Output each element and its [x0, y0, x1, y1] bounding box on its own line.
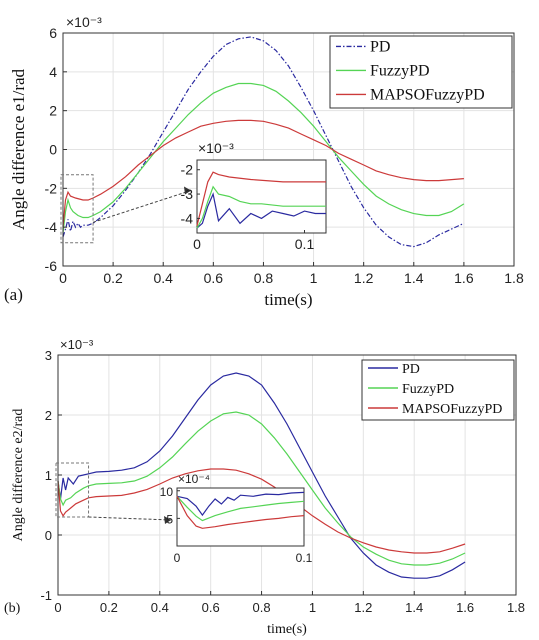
x-axis-label: time(s)	[264, 290, 312, 309]
x-tick-label: 1.2	[354, 270, 374, 286]
zoom-arrow-line	[88, 516, 172, 521]
inset-x-tick-label: 0	[193, 236, 201, 252]
x-tick-label: 0.4	[151, 600, 169, 615]
panel-label: (b)	[4, 601, 21, 616]
legend-label-mapsofuzzypd: MAPSOFuzzyPD	[370, 86, 485, 103]
series-line-fuzzypd	[62, 82, 465, 234]
y-axis-label: Angle difference e2/rad	[11, 409, 26, 542]
x-tick-label: 0.6	[204, 270, 224, 286]
panel-a: 0 0.2 0.4 0.6 0.8 1 1.2 1.4 1.6 1.8 -6 -4 -2 0 2 4 6 ×10⁻…	[4, 14, 524, 309]
zoom-region-box	[55, 462, 90, 518]
y-tick-label: 3	[45, 348, 52, 363]
inset-series-line-mapsofuzzypd	[176, 496, 305, 529]
x-tick-label: 1.4	[404, 270, 424, 286]
y-tick-label: 0	[49, 142, 57, 158]
inset-series-line-fuzzypd	[176, 495, 305, 522]
x-tick-label: 0.8	[253, 600, 271, 615]
zoom-arrow-head	[164, 516, 171, 524]
y-tick-label: 2	[49, 103, 57, 119]
inset-series-line-mapsofuzzypd	[196, 171, 326, 226]
y-tick-label: -2	[45, 180, 58, 196]
legend-label-pd: PD	[402, 362, 420, 377]
y-tick-label: -1	[40, 588, 52, 603]
series-line-pd	[57, 372, 466, 579]
x-tick-label: 0.2	[103, 270, 123, 286]
inset-y-multiplier: ×10⁻³	[198, 140, 234, 156]
inset-y-tick-label: -2	[181, 162, 194, 178]
y-tick-label: 1	[45, 468, 52, 483]
legend-label-fuzzypd: FuzzyPD	[402, 382, 454, 397]
y-tick-label: 0	[45, 528, 52, 543]
series-line-fuzzypd	[57, 411, 466, 566]
legend-label-fuzzypd: FuzzyPD	[370, 62, 430, 79]
x-tick-label: 1	[310, 270, 318, 286]
inset-y-tick-label: 10	[160, 485, 174, 499]
x-tick-label: 0.6	[202, 600, 220, 615]
y-tick-label: 6	[49, 25, 57, 41]
x-axis-label: time(s)	[267, 622, 307, 637]
inset-y-tick-label: -4	[181, 210, 194, 226]
zoom-region-box	[60, 174, 94, 244]
y-multiplier: ×10⁻³	[66, 14, 102, 30]
inset-series-line-fuzzypd	[196, 185, 326, 229]
panel-b: 0 0.2 0.4 0.6 0.8 1 1.2 1.4 1.6 1.8-10123×10⁻³tim…	[4, 337, 525, 637]
x-tick-label: 1.6	[456, 600, 474, 615]
x-tick-label: 0.8	[254, 270, 274, 286]
x-tick-label: 1.2	[354, 600, 372, 615]
inset-series-line-pd	[196, 192, 326, 229]
x-tick-label: 1.4	[405, 600, 423, 615]
x-tick-label: 1	[309, 600, 316, 615]
y-tick-label: 4	[49, 64, 57, 80]
zoom-arrow-line	[92, 190, 192, 223]
inset-x-tick-label: 0.1	[296, 551, 313, 565]
legend-box	[361, 359, 515, 421]
inset-y-tick-label: 5	[166, 512, 173, 526]
y-tick-label: -4	[45, 219, 58, 235]
panel-label: (a)	[4, 285, 23, 304]
inset-y-tick-label: -3	[181, 186, 194, 202]
legend-label-pd: PD	[370, 38, 390, 55]
zoom-arrow-head	[184, 186, 191, 195]
series-line-mapsofuzzypd	[57, 468, 466, 554]
inset-x-tick-label: 0	[174, 551, 181, 565]
x-tick-label: 0.4	[153, 270, 173, 286]
series-line-mapsofuzzypd	[62, 119, 464, 228]
y-multiplier: ×10⁻³	[60, 337, 94, 352]
y-tick-label: 2	[45, 408, 52, 423]
x-tick-label: 1.8	[504, 270, 524, 286]
x-tick-label: 0	[59, 270, 67, 286]
inset-series-line-pd	[176, 491, 305, 517]
series-line-pd	[62, 36, 465, 248]
x-tick-label: 1.6	[454, 270, 474, 286]
legend-box	[329, 35, 513, 109]
x-tick-label: 1.8	[507, 600, 525, 615]
inset-frame	[196, 159, 327, 234]
x-tick-label: 0	[54, 600, 61, 615]
y-axis-label: Angle difference e1/rad	[9, 68, 28, 230]
legend-label-mapsofuzzypd: MAPSOFuzzyPD	[402, 402, 502, 417]
inset-x-tick-label: 0.1	[295, 236, 315, 252]
x-tick-label: 0.2	[100, 600, 118, 615]
inset-y-multiplier: ×10⁻⁴	[178, 472, 210, 486]
y-tick-label: -6	[45, 258, 58, 274]
